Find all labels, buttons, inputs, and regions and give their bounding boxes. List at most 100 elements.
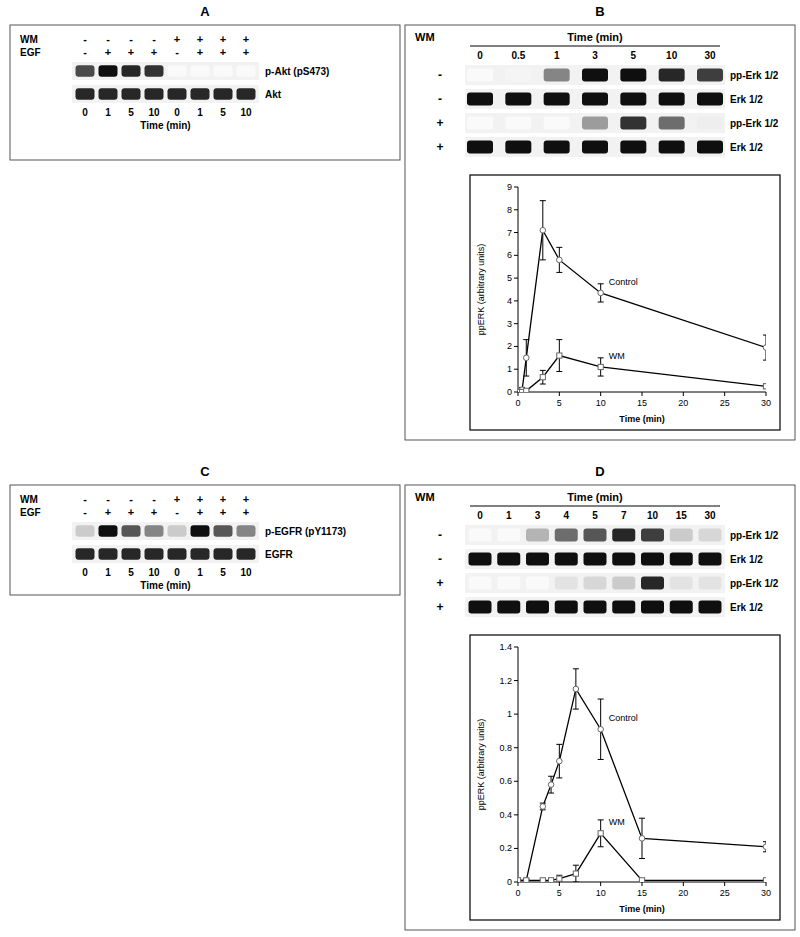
band	[699, 601, 722, 614]
lane-label: 7	[621, 510, 627, 521]
treatment-mark: -	[83, 493, 87, 505]
band	[582, 117, 608, 130]
y-tick-label: 1	[507, 364, 512, 374]
y-tick	[514, 187, 518, 188]
y-tick	[514, 882, 518, 883]
band	[699, 577, 722, 590]
band	[620, 141, 646, 154]
error-bar	[598, 699, 604, 759]
figure: AWM----++++EGF-+++-+++p-Akt (pS473)Akt01…	[0, 0, 800, 937]
y-axis-label: ppERK (arbitrary units)	[476, 244, 486, 336]
error-cap	[573, 709, 579, 710]
lane-label: 30	[704, 510, 716, 521]
band	[237, 88, 256, 100]
band	[214, 525, 233, 537]
error-cap	[639, 818, 645, 819]
row-label: WM	[20, 34, 38, 45]
lane-title: Time (min)	[567, 491, 623, 503]
error-cap	[598, 699, 604, 700]
band	[641, 601, 664, 614]
band	[505, 141, 531, 154]
panel-frame	[405, 485, 795, 930]
band	[526, 577, 549, 590]
x-tick-label: 10	[596, 888, 606, 898]
band-label: Erk 1/2	[730, 554, 763, 565]
y-tick-label: 1.4	[499, 642, 512, 652]
point	[573, 686, 579, 692]
treatment-mark: +	[220, 46, 226, 58]
y-tick-label: 0.8	[499, 743, 512, 753]
y-tick-label: 0	[507, 877, 512, 887]
error-cap	[598, 283, 604, 284]
point	[524, 388, 529, 392]
treatment-mark: -	[438, 68, 442, 82]
y-tick	[514, 814, 518, 815]
y-tick	[514, 848, 518, 849]
point	[548, 782, 554, 788]
band	[584, 553, 607, 566]
y-tick-label: 0.4	[499, 810, 512, 820]
y-tick-label: 6	[507, 250, 512, 260]
band	[670, 577, 693, 590]
treatment-mark: +	[243, 33, 249, 45]
row-label: WM	[20, 494, 38, 505]
lane-title: Time (min)	[140, 120, 190, 131]
treatment-mark: +	[197, 46, 203, 58]
y-tick-label: 0.2	[499, 843, 512, 853]
point	[518, 878, 521, 882]
band	[641, 553, 664, 566]
panel-frame	[10, 485, 400, 595]
band	[555, 529, 578, 542]
band	[582, 141, 608, 154]
band-label: pp-Erk 1/2	[730, 70, 779, 81]
point	[540, 375, 545, 380]
y-tick	[514, 255, 518, 256]
treatment-mark: +	[197, 506, 203, 518]
lane-label: 1	[105, 567, 111, 578]
band	[697, 117, 723, 130]
band	[497, 577, 520, 590]
treatment-mark: +	[436, 140, 443, 154]
lane-label: 30	[704, 50, 716, 61]
treatment-mark: -	[152, 493, 156, 505]
blot-strip	[72, 545, 259, 563]
x-tick-label: 0	[515, 398, 520, 408]
band	[555, 601, 578, 614]
point	[540, 804, 546, 810]
lane-label: 0	[82, 567, 88, 578]
series-line	[518, 356, 766, 392]
panel-frame	[405, 25, 795, 440]
error-cap	[598, 357, 604, 358]
treatment-mark: +	[436, 576, 443, 590]
point	[598, 726, 604, 732]
x-tick-label: 30	[761, 888, 771, 898]
treatment-title: WM	[415, 31, 435, 43]
lane-label: 1	[197, 567, 203, 578]
band-label: Erk 1/2	[730, 602, 763, 613]
band	[191, 548, 210, 560]
x-tick	[683, 392, 684, 396]
band	[469, 529, 492, 542]
error-cap	[573, 668, 579, 669]
x-tick-label: 25	[720, 888, 730, 898]
treatment-mark: +	[243, 493, 249, 505]
y-tick-label: 0.6	[499, 776, 512, 786]
lane-label: 0	[174, 567, 180, 578]
band	[620, 93, 646, 106]
lane-label: 1	[105, 107, 111, 118]
y-tick	[514, 346, 518, 347]
treatment-mark: +	[105, 46, 111, 58]
blot-strip	[72, 85, 259, 103]
blot-strip	[465, 549, 725, 569]
row-label: EGF	[20, 47, 41, 58]
y-tick	[514, 209, 518, 210]
y-tick-label: 9	[507, 182, 512, 192]
treatment-mark: -	[129, 493, 133, 505]
lane-label: 5	[631, 50, 637, 61]
band	[122, 65, 141, 77]
lane-label: 10	[148, 567, 160, 578]
point	[598, 364, 603, 369]
band	[145, 525, 164, 537]
error-bar	[523, 340, 529, 376]
band	[659, 141, 685, 154]
